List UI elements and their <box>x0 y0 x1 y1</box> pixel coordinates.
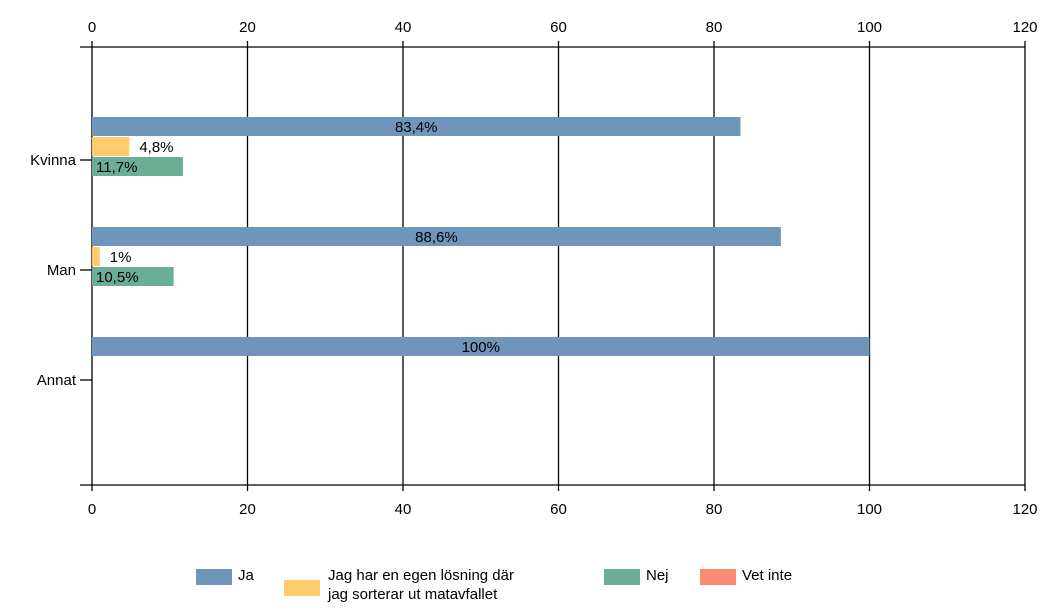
bar-label-man-series-1: 1% <box>110 249 132 266</box>
legend-label-nej: Nej <box>646 567 669 584</box>
legend-label-egen-losning-line2: jag sorterar ut matavfallet <box>328 586 498 603</box>
tick-label-bottom-100: 100 <box>857 501 882 518</box>
tick-label-bottom-80: 80 <box>706 501 723 518</box>
bar-man-series-2 <box>92 267 174 286</box>
legend-swatch-egen-losning <box>284 580 320 596</box>
category-label-man: Man <box>47 262 76 279</box>
legend-swatch-vet-inte <box>700 569 736 585</box>
bar-label-kvinna-series-0: 83,4% <box>395 119 438 136</box>
bar-label-man-series-2: 10,5% <box>96 269 139 286</box>
tick-label-top-40: 40 <box>395 19 412 36</box>
legend-swatch-ja <box>196 569 232 585</box>
bar-chart: 0 0 20 20 40 40 60 60 80 80 100 100 120 120 Kvinna Man A… <box>30 19 1037 518</box>
tick-label-top-20: 20 <box>239 19 256 36</box>
legend-label-vet-inte: Vet inte <box>742 567 793 584</box>
category-label-annat: Annat <box>37 372 77 389</box>
bar-man-series-1 <box>92 247 100 266</box>
bar-annat-series-0 <box>92 337 870 356</box>
tick-label-bottom-40: 40 <box>395 501 412 518</box>
category-label-kvinna: Kvinna <box>30 152 77 169</box>
bar-kvinna-series-2 <box>92 157 183 176</box>
bar-man-series-0 <box>92 227 781 246</box>
bar-kvinna-series-0 <box>92 117 741 136</box>
tick-label-bottom-20: 20 <box>239 501 256 518</box>
tick-label-bottom-120: 120 <box>1012 501 1037 518</box>
bar-label-man-series-0: 88,6% <box>415 229 458 246</box>
bar-label-kvinna-series-2: 11,7% <box>96 159 137 176</box>
tick-label-top-80: 80 <box>706 19 723 36</box>
bar-label-kvinna-series-1: 4,8% <box>139 139 173 156</box>
legend-label-egen-losning-line1: Jag har en egen lösning där <box>328 567 514 584</box>
bar-kvinna-series-1 <box>92 137 130 156</box>
tick-label-bottom-0: 0 <box>88 501 96 518</box>
tick-label-bottom-60: 60 <box>550 501 567 518</box>
legend-label-ja: Ja <box>238 567 254 584</box>
tick-label-top-0: 0 <box>88 19 96 36</box>
tick-label-top-60: 60 <box>550 19 567 36</box>
bar-label-annat-series-0: 100% <box>462 339 500 356</box>
legend-label-egen-losning: Jag har en egen lösning där jag sorterar… <box>328 566 514 604</box>
tick-label-top-100: 100 <box>857 19 882 36</box>
tick-label-top-120: 120 <box>1012 19 1037 36</box>
legend-swatch-nej <box>604 569 640 585</box>
